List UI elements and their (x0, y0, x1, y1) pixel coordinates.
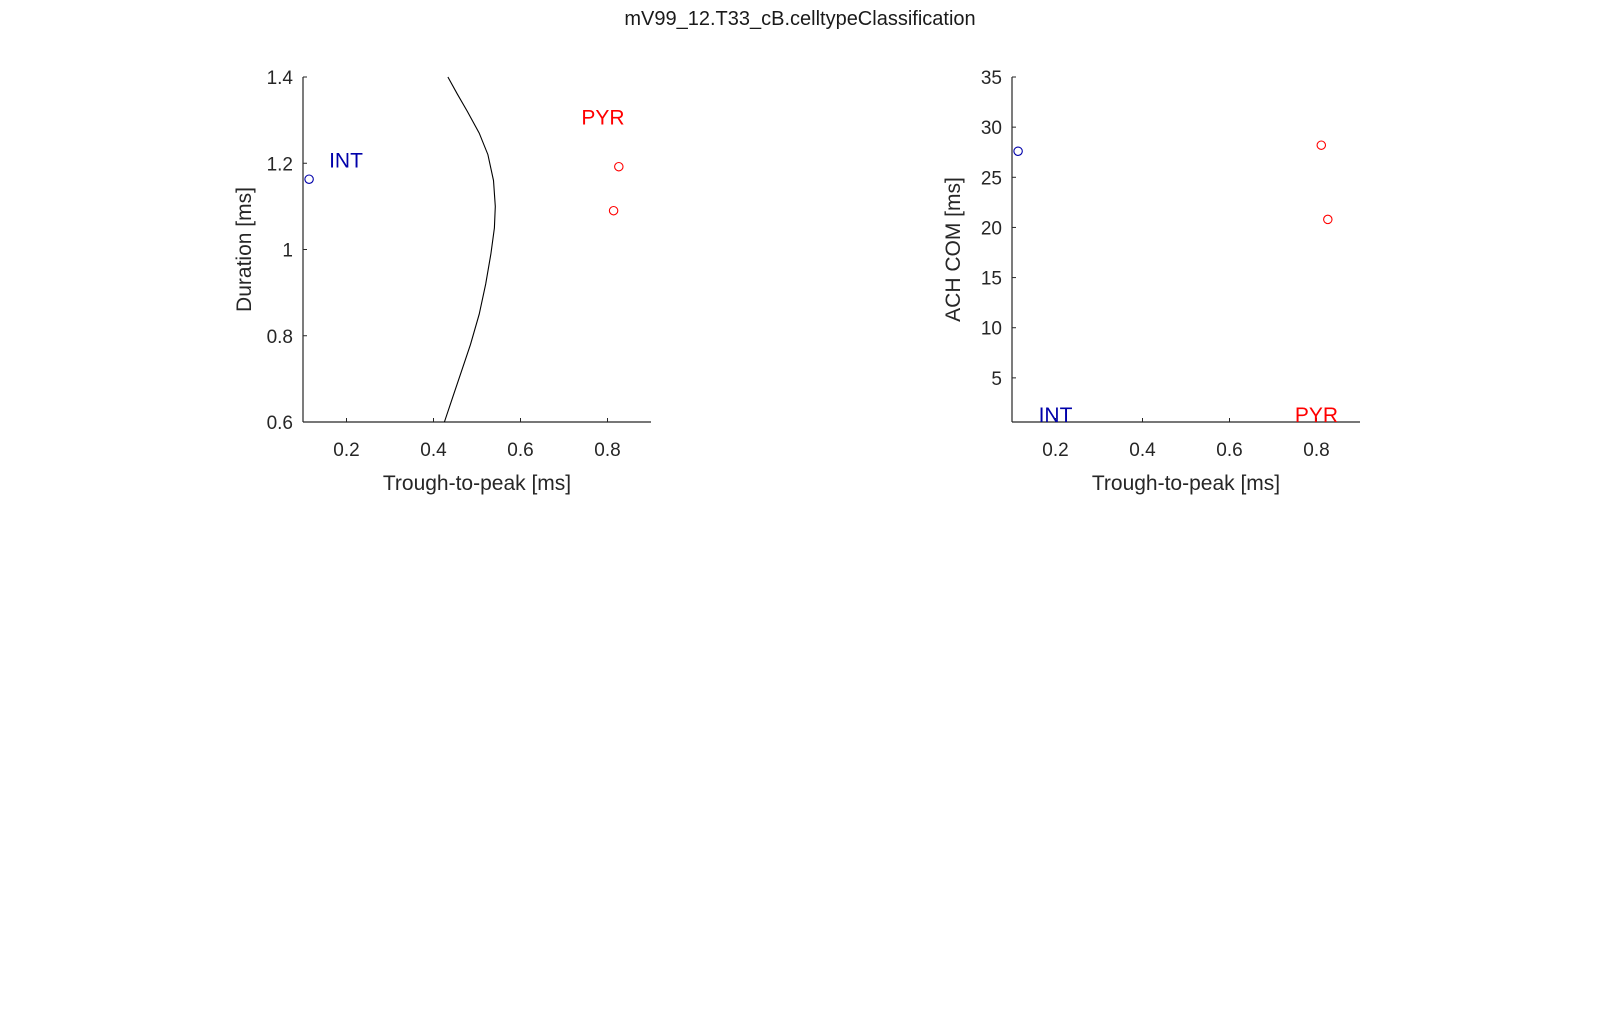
x-tick-label: 0.6 (507, 440, 533, 461)
int-label: INT (1039, 404, 1073, 427)
x-tick-label: 0.2 (333, 440, 359, 461)
x-tick-label: 0.2 (1042, 440, 1068, 461)
x-tick-label: 0.8 (594, 440, 620, 461)
y-tick-label: 15 (981, 269, 1002, 290)
pyr-point (608, 205, 619, 216)
y-tick-label: 0.8 (267, 327, 293, 348)
pyr-point (1323, 214, 1333, 225)
y-axis-label: Duration [ms] (233, 187, 256, 312)
x-tick-label: 0.4 (420, 440, 447, 461)
x-tick-label: 0.8 (1303, 440, 1329, 461)
x-tick-label: 0.6 (1216, 440, 1242, 461)
y-tick-label: 25 (981, 168, 1002, 189)
y-tick-label: 30 (981, 118, 1002, 139)
y-tick-label: 1.2 (267, 154, 293, 175)
duration-vs-trough-panel: 0.2 0.4 0.6 0.8 0.6 0.8 1 1.2 1.4 Trough-to-peak … (233, 68, 651, 495)
x-tick-label: 0.4 (1129, 440, 1156, 461)
y-tick-label: 5 (991, 369, 1002, 390)
x-axis-label: Trough-to-peak [ms] (1092, 472, 1280, 495)
pyr-point (1316, 140, 1327, 150)
x-axis-label: Trough-to-peak [ms] (383, 472, 571, 495)
int-label: INT (329, 150, 363, 173)
pyr-label: PYR (1295, 404, 1338, 427)
pyr-label: PYR (581, 106, 624, 129)
y-tick-label: 0.6 (267, 413, 293, 434)
y-tick-label: 35 (981, 68, 1002, 89)
classification-boundary-curve (443, 76, 496, 423)
figure-title: mV99_12.T33_cB.celltypeClassification (624, 8, 976, 30)
y-tick-label: 20 (981, 218, 1002, 239)
int-point (304, 174, 314, 184)
int-point (1013, 146, 1023, 156)
ach-com-vs-trough-panel: 0.2 0.4 0.6 0.8 5 10 15 20 25 30 35 Trough-to-peak … (942, 68, 1360, 495)
pyr-point (614, 161, 624, 172)
y-tick-label: 1 (282, 241, 293, 262)
y-axis-label: ACH COM [ms] (942, 177, 965, 322)
y-tick-label: 10 (981, 319, 1002, 340)
y-tick-label: 1.4 (267, 68, 294, 89)
